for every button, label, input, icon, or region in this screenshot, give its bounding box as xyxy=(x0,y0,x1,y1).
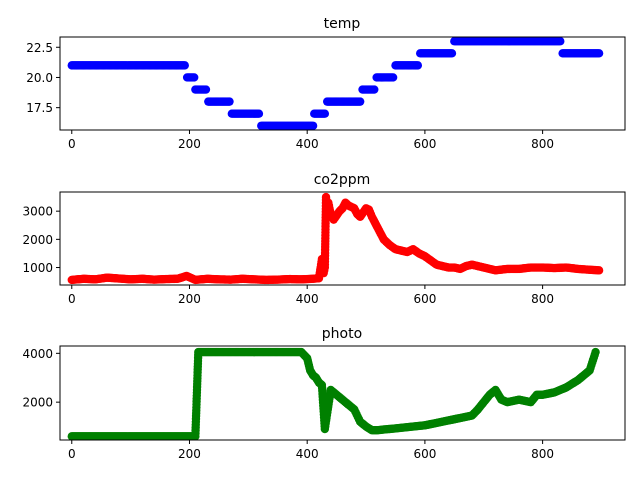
x-tick-label: 400 xyxy=(296,292,319,306)
data-point xyxy=(180,61,189,70)
data-point xyxy=(225,97,234,106)
y-tick-label: 2000 xyxy=(22,396,53,410)
y-tick-label: 3000 xyxy=(22,205,53,219)
data-point xyxy=(201,85,211,94)
data-point xyxy=(413,61,423,70)
data-point xyxy=(355,97,365,106)
x-tick-label: 800 xyxy=(531,137,554,151)
data-point xyxy=(189,73,199,82)
chart-title: temp xyxy=(324,16,361,32)
y-tick-label: 1000 xyxy=(22,261,53,275)
data-point xyxy=(591,347,600,357)
y-tick-label: 20.0 xyxy=(26,71,53,85)
y-tick-label: 2000 xyxy=(22,233,53,247)
y-tick-label: 22.5 xyxy=(26,41,53,55)
plot-frame xyxy=(59,36,626,131)
data-point xyxy=(594,49,604,58)
plot-frame xyxy=(59,191,626,286)
data-point xyxy=(388,73,398,82)
chart-title: co2ppm xyxy=(314,172,371,188)
x-tick-label: 0 xyxy=(68,137,76,151)
co2ppm-panel: co2ppm 0 200 400 600 800 1000 2000 3000 xyxy=(22,172,626,306)
data-point xyxy=(320,109,330,118)
data-points xyxy=(67,192,604,285)
photo-panel: photo 0 200 400 600 800 2000 4000 xyxy=(22,326,626,461)
x-tick-label: 400 xyxy=(296,447,319,461)
chart-title: photo xyxy=(322,326,362,342)
data-point xyxy=(594,266,604,275)
data-point xyxy=(254,109,264,118)
data-point xyxy=(447,49,457,58)
data-point xyxy=(370,85,379,94)
y-tick-label: 17.5 xyxy=(26,101,53,115)
x-tick-label: 0 xyxy=(68,447,76,461)
x-tick-label: 600 xyxy=(413,137,436,151)
x-tick-label: 800 xyxy=(531,292,554,306)
temp-panel: temp 0 200 400 600 800 17.5 20.0 22.5 xyxy=(26,16,626,151)
x-tick-label: 0 xyxy=(68,292,76,306)
plot-frame xyxy=(59,345,626,441)
x-tick-label: 400 xyxy=(296,137,319,151)
x-tick-label: 200 xyxy=(178,137,201,151)
data-points xyxy=(67,347,600,441)
data-points xyxy=(67,37,604,130)
x-tick-label: 200 xyxy=(178,447,201,461)
y-tick-label: 4000 xyxy=(22,347,53,361)
data-point xyxy=(308,121,318,130)
x-tick-label: 200 xyxy=(178,292,201,306)
x-tick-label: 800 xyxy=(531,447,554,461)
data-point xyxy=(556,37,565,46)
x-tick-label: 600 xyxy=(413,447,436,461)
x-tick-label: 600 xyxy=(413,292,436,306)
